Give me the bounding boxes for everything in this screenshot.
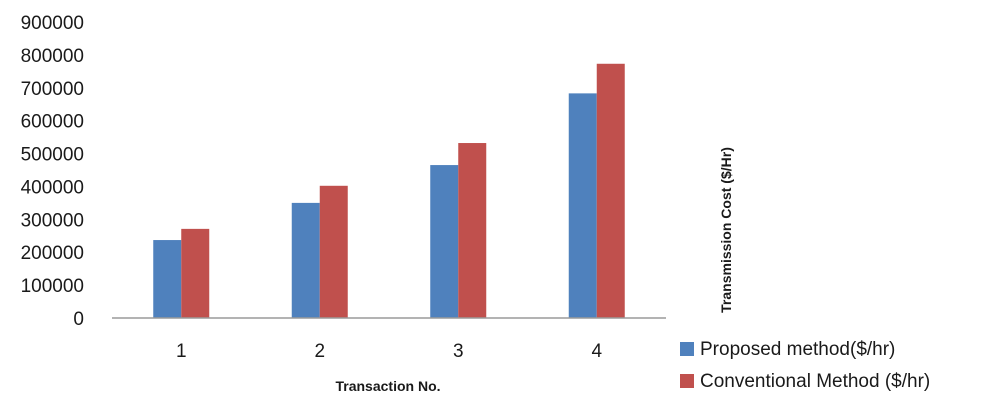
legend-swatch-2 [680, 374, 694, 388]
y-tick-label: 400000 [21, 177, 84, 198]
y-tick-label: 200000 [21, 243, 84, 264]
x-tick-label: 2 [314, 341, 325, 362]
x-tick-label: 3 [453, 341, 464, 362]
bar-series-2-3 [458, 143, 487, 318]
bar-series-1-1 [153, 240, 182, 318]
bar-series-2-2 [319, 185, 348, 318]
y-tick-label: 500000 [21, 145, 84, 166]
y-axis-title: Transmission Cost ($/Hr) [718, 147, 734, 313]
bar-series-1-3 [430, 165, 459, 318]
x-axis-ticks: 1 2 3 4 [176, 341, 603, 362]
y-axis-ticks: 0 100000 200000 300000 400000 500000 600000 700… [21, 13, 84, 330]
bar-series-1-2 [291, 202, 320, 318]
bar-series-2-1 [181, 228, 210, 318]
legend-swatch-1 [680, 342, 694, 356]
y-tick-label: 0 [73, 309, 84, 330]
legend-label-2: Conventional Method ($/hr) [700, 371, 930, 392]
y-tick-label: 300000 [21, 210, 84, 231]
y-tick-label: 600000 [21, 112, 84, 133]
bar-series-2-4 [596, 63, 625, 318]
y-tick-label: 700000 [21, 79, 84, 100]
y-tick-label: 800000 [21, 46, 84, 67]
bar-series-1-4 [568, 93, 597, 318]
y-tick-label: 900000 [21, 13, 84, 34]
bars [153, 63, 625, 318]
x-tick-label: 4 [591, 341, 602, 362]
legend-label-1: Proposed method($/hr) [700, 339, 895, 360]
x-axis-title: Transaction No. [335, 378, 440, 394]
y-tick-label: 100000 [21, 276, 84, 297]
x-tick-label: 1 [176, 341, 187, 362]
legend: Proposed method($/hr) Conventional Method… [680, 339, 930, 392]
